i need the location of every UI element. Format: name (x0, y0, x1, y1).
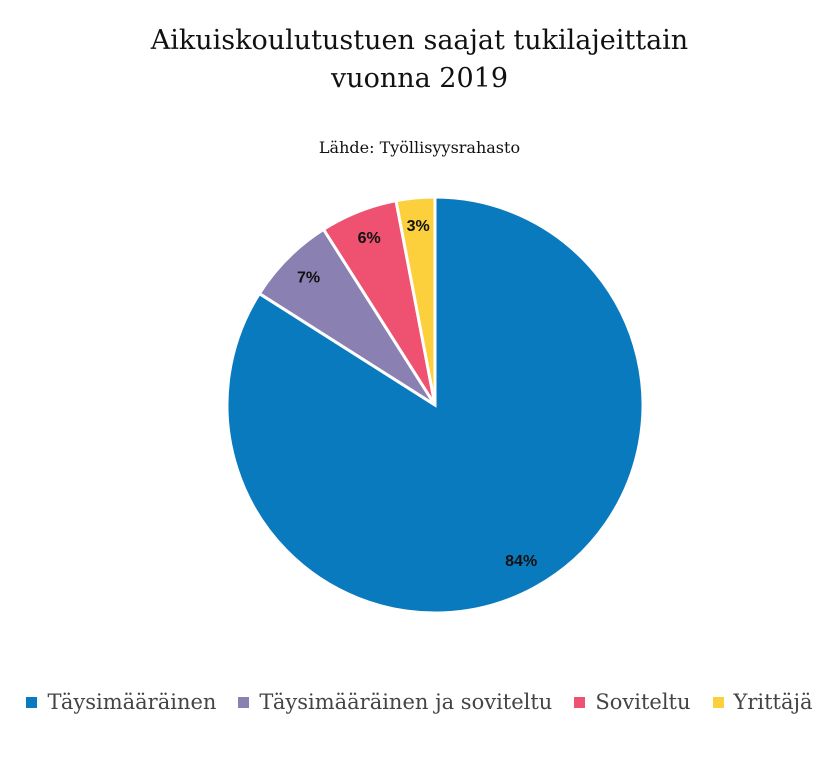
data-label: 84% (505, 553, 537, 570)
chart-subtitle: Lähde: Työllisyysrahasto (318, 138, 521, 157)
legend-swatch (574, 696, 586, 708)
data-label: 6% (358, 230, 381, 247)
legend-label: Täysimääräinen (47, 690, 217, 714)
title-line: vuonna 2019 (330, 63, 509, 94)
data-label: 7% (297, 270, 320, 287)
title-line: Aikuiskoulutustuen saajat tukilajeittain (150, 25, 689, 56)
legend-swatch (712, 696, 724, 708)
pie-slice (394, 195, 437, 406)
legend-label: Soviteltu (595, 690, 691, 714)
legend-swatch (238, 696, 250, 708)
legend-swatch (26, 696, 38, 708)
legend-label: Täysimääräinen ja soviteltu (259, 690, 553, 714)
plot: 84% 7% 6% 3% (225, 195, 645, 615)
legend-label: Yrittäjä (733, 690, 813, 714)
legend-item: Yrittäjä (712, 690, 813, 714)
legend: Täysimääräinen Täysimääräinen ja sovitelt… (0, 690, 839, 714)
chart-title: Aikuiskoulutustuen saajat tukilajeittain… (0, 22, 839, 98)
data-label: 3% (407, 218, 430, 235)
legend-item: Soviteltu (574, 690, 691, 714)
legend-item: Täysimääräinen (26, 690, 216, 714)
legend-item: Täysimääräinen ja soviteltu (238, 690, 552, 714)
